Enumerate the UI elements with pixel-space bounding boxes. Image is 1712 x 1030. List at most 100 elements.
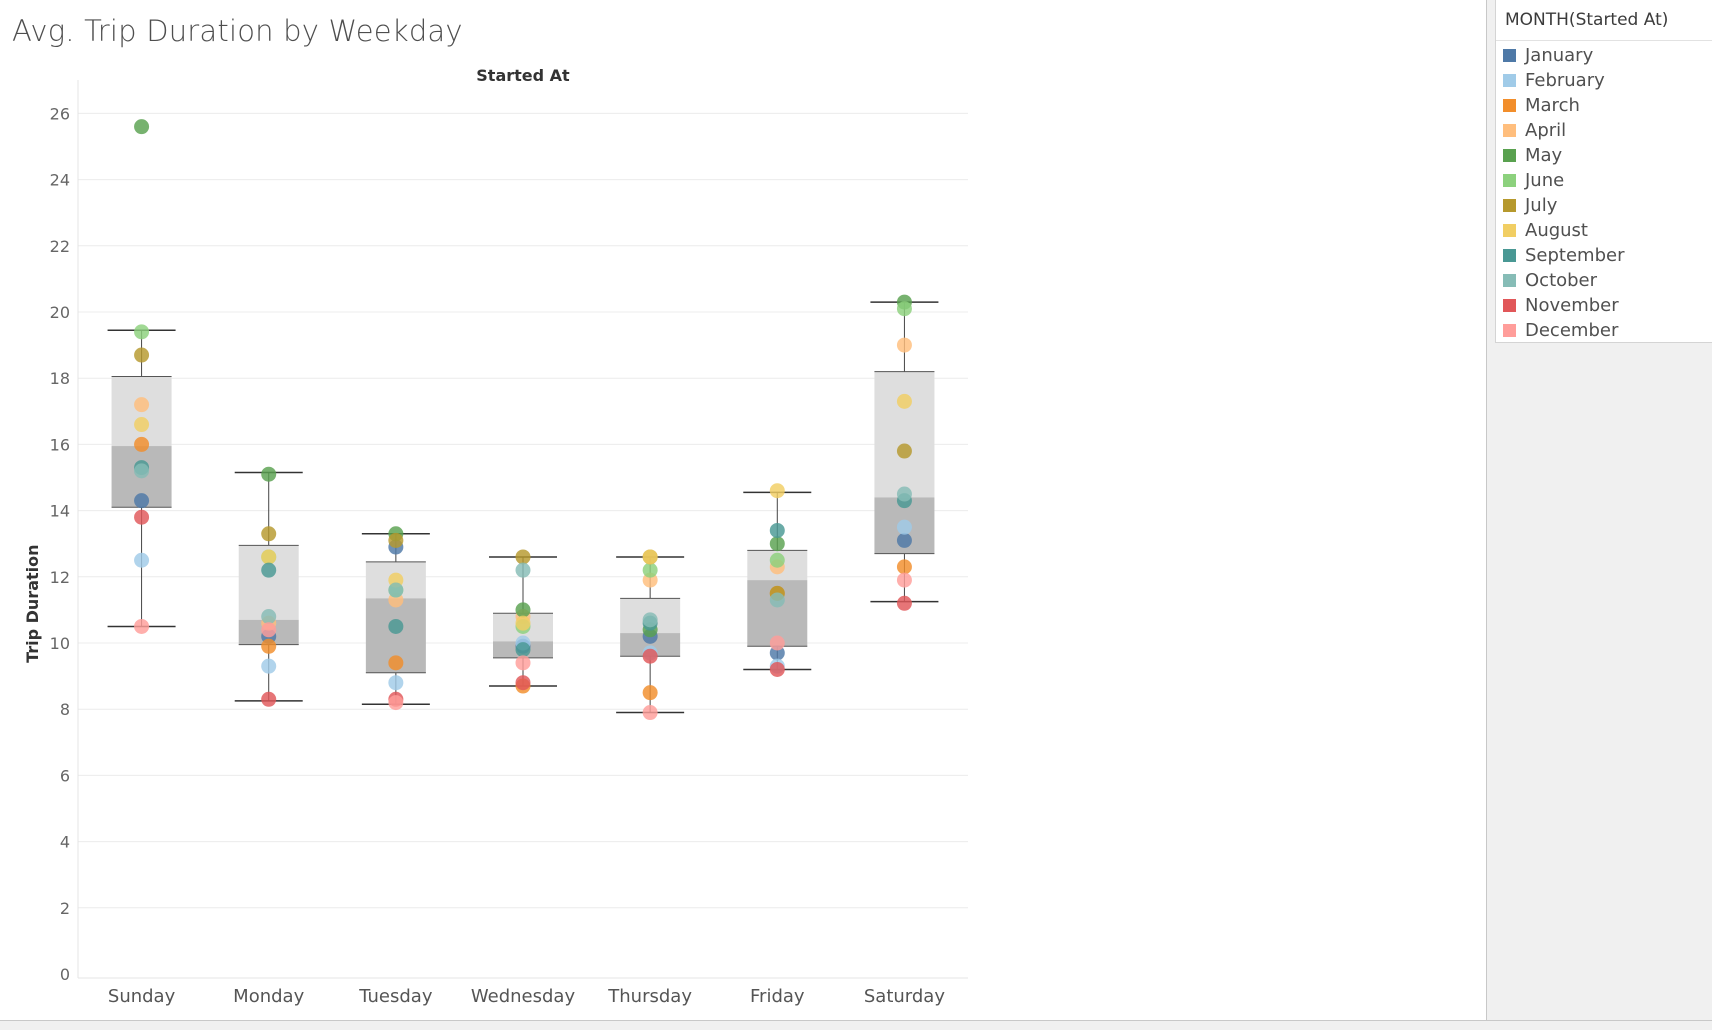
box-lower: [620, 633, 681, 657]
point-november-saturday[interactable]: [896, 595, 912, 611]
legend-item-september[interactable]: September: [1503, 243, 1625, 268]
point-november-sunday[interactable]: [134, 509, 150, 525]
legend-swatch: [1503, 124, 1516, 137]
legend-item-august[interactable]: August: [1503, 218, 1625, 243]
point-january-sunday[interactable]: [134, 493, 150, 509]
legend-swatch: [1503, 174, 1516, 187]
point-june-sunday[interactable]: [134, 324, 150, 340]
point-october-tuesday[interactable]: [388, 582, 404, 598]
legend-title: MONTH(Started At): [1505, 10, 1669, 30]
y-tick-label: 10: [50, 634, 70, 653]
point-october-thursday[interactable]: [642, 612, 658, 628]
point-june-friday[interactable]: [769, 552, 785, 568]
legend-item-february[interactable]: February: [1503, 68, 1625, 93]
point-september-tuesday[interactable]: [388, 618, 404, 634]
legend-swatch: [1503, 249, 1516, 262]
point-april-sunday[interactable]: [134, 397, 150, 413]
point-august-sunday[interactable]: [134, 417, 150, 433]
point-february-tuesday[interactable]: [388, 675, 404, 691]
legend-item-october[interactable]: October: [1503, 268, 1625, 293]
legend-item-may[interactable]: May: [1503, 143, 1625, 168]
point-march-thursday[interactable]: [642, 685, 658, 701]
point-march-monday[interactable]: [261, 638, 277, 654]
point-june-saturday[interactable]: [896, 301, 912, 317]
legend-item-november[interactable]: November: [1503, 293, 1625, 318]
legend-swatch: [1503, 299, 1516, 312]
point-april-saturday[interactable]: [896, 337, 912, 353]
point-december-thursday[interactable]: [642, 705, 658, 721]
point-july-saturday[interactable]: [896, 443, 912, 459]
legend-item-january[interactable]: January: [1503, 43, 1625, 68]
point-august-monday[interactable]: [261, 549, 277, 565]
x-tick-label: Tuesday: [358, 986, 433, 1007]
y-tick-label: 24: [50, 171, 70, 190]
x-tick-label: Sunday: [108, 986, 176, 1007]
point-june-thursday[interactable]: [642, 562, 658, 578]
legend-label: April: [1525, 120, 1567, 141]
legend-divider: [1496, 40, 1712, 41]
point-october-monday[interactable]: [261, 609, 277, 625]
y-tick-label: 8: [60, 700, 70, 719]
legend-label: December: [1525, 320, 1619, 341]
point-september-friday[interactable]: [769, 522, 785, 538]
y-tick-label: 6: [60, 766, 70, 785]
y-tick-label: 12: [50, 568, 70, 587]
point-august-wednesday[interactable]: [515, 615, 531, 631]
y-tick-label: 16: [50, 435, 70, 454]
legend-item-july[interactable]: July: [1503, 193, 1625, 218]
x-tick-label: Thursday: [607, 986, 692, 1007]
legend-item-june[interactable]: June: [1503, 168, 1625, 193]
point-july-sunday[interactable]: [134, 347, 150, 363]
point-november-friday[interactable]: [769, 661, 785, 677]
point-december-tuesday[interactable]: [388, 695, 404, 711]
point-july-monday[interactable]: [261, 526, 277, 542]
legend-label: July: [1525, 195, 1558, 216]
point-december-sunday[interactable]: [134, 618, 150, 634]
point-may-friday[interactable]: [769, 536, 785, 552]
point-february-saturday[interactable]: [896, 519, 912, 535]
legend-list: January February March April May June Ju…: [1503, 43, 1625, 343]
legend-swatch: [1503, 49, 1516, 62]
point-december-friday[interactable]: [769, 635, 785, 651]
legend-item-april[interactable]: April: [1503, 118, 1625, 143]
x-tick-label: Wednesday: [471, 986, 576, 1007]
point-november-wednesday[interactable]: [515, 675, 531, 691]
column-header: Started At: [476, 66, 570, 85]
point-october-friday[interactable]: [769, 592, 785, 608]
point-january-saturday[interactable]: [896, 532, 912, 548]
point-september-monday[interactable]: [261, 562, 277, 578]
y-tick-label: 0: [60, 965, 70, 984]
point-may-wednesday[interactable]: [515, 602, 531, 618]
chart-view: Avg. Trip Duration by Weekday Started At…: [0, 0, 1000, 1020]
point-october-sunday[interactable]: [134, 463, 150, 479]
box-monday: [234, 471, 303, 702]
point-september-wednesday[interactable]: [515, 642, 531, 658]
y-tick-label: 4: [60, 833, 70, 852]
point-march-tuesday[interactable]: [388, 655, 404, 671]
point-july-wednesday[interactable]: [515, 549, 531, 565]
point-august-thursday[interactable]: [642, 549, 658, 565]
point-october-saturday[interactable]: [896, 486, 912, 502]
point-may-monday[interactable]: [261, 466, 277, 482]
point-march-sunday[interactable]: [134, 436, 150, 452]
legend-item-december[interactable]: December: [1503, 318, 1625, 343]
point-november-thursday[interactable]: [642, 648, 658, 664]
point-july-tuesday[interactable]: [388, 532, 404, 548]
point-november-monday[interactable]: [261, 691, 277, 707]
point-august-saturday[interactable]: [896, 393, 912, 409]
point-march-saturday[interactable]: [896, 559, 912, 575]
point-february-sunday[interactable]: [134, 552, 150, 568]
point-february-monday[interactable]: [261, 658, 277, 674]
point-august-friday[interactable]: [769, 483, 785, 499]
legend-swatch: [1503, 324, 1516, 337]
legend-label: May: [1525, 145, 1563, 166]
point-december-saturday[interactable]: [896, 572, 912, 588]
point-october-wednesday[interactable]: [515, 562, 531, 578]
point-december-monday[interactable]: [261, 622, 277, 638]
point-may-sunday[interactable]: [134, 119, 150, 135]
point-december-wednesday[interactable]: [515, 655, 531, 671]
box-upper: [874, 371, 935, 498]
y-tick-label: 26: [50, 104, 70, 123]
legend-item-march[interactable]: March: [1503, 93, 1625, 118]
